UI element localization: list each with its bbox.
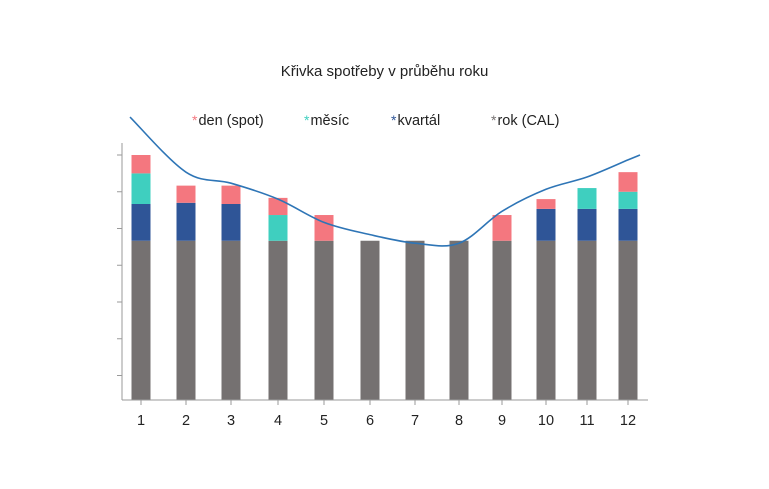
bar-rok-cal--3 <box>221 240 241 400</box>
x-tick-label-4: 4 <box>274 413 282 429</box>
legend-marker-rok-cal: * <box>491 112 497 128</box>
bar-den-spot--1 <box>131 155 151 174</box>
bar-rok-cal--4 <box>268 240 288 400</box>
bar-m-s-c-4 <box>268 215 288 241</box>
x-tick-label-5: 5 <box>320 413 328 429</box>
bar-den-spot--3 <box>221 185 241 204</box>
bar-kvart-l-11 <box>577 208 597 241</box>
bar-m-s-c-1 <box>131 173 151 204</box>
bar-den-spot--4 <box>268 197 288 216</box>
bar-rok-cal--11 <box>577 240 597 400</box>
bar-den-spot--10 <box>536 199 556 209</box>
legend-marker-kvartal: * <box>391 112 397 128</box>
x-tick-label-10: 10 <box>538 413 554 429</box>
x-tick-label-8: 8 <box>455 413 463 429</box>
x-tick-label-1: 1 <box>137 413 145 429</box>
bar-den-spot--5 <box>314 215 334 241</box>
bar-kvart-l-12 <box>618 208 638 241</box>
bar-kvart-l-3 <box>221 204 241 241</box>
bar-rok-cal--2 <box>176 240 196 400</box>
legend: *den (spot) *měsíc *kvartál *rok (CAL) <box>0 112 769 132</box>
bar-kvart-l-1 <box>131 204 151 241</box>
bar-den-spot--2 <box>176 185 196 203</box>
legend-marker-den-spot: * <box>192 112 198 128</box>
chart-title: Křivka spotřeby v průběhu roku <box>280 63 489 80</box>
legend-marker-mesic: * <box>304 112 310 128</box>
x-tick-label-11: 11 <box>579 413 594 429</box>
x-tick-label-2: 2 <box>182 413 190 429</box>
bar-rok-cal--8 <box>449 240 469 400</box>
x-tick-label-12: 12 <box>620 413 636 429</box>
legend-item-kvartal: *kvartál <box>391 112 440 129</box>
bar-m-s-c-12 <box>618 191 638 209</box>
x-tick-label-7: 7 <box>411 413 419 429</box>
bar-m-s-c-11 <box>577 188 597 209</box>
legend-label-mesic: měsíc <box>310 113 350 129</box>
legend-item-mesic: *měsíc <box>304 112 349 129</box>
bar-kvart-l-2 <box>176 202 196 241</box>
legend-label-kvartal: kvartál <box>397 113 441 129</box>
bar-rok-cal--1 <box>131 240 151 400</box>
bar-rok-cal--10 <box>536 240 556 400</box>
bar-kvart-l-10 <box>536 208 556 241</box>
legend-label-den-spot: den (spot) <box>198 113 264 129</box>
legend-item-rok-cal: *rok (CAL) <box>491 112 560 129</box>
legend-label-rok-cal: rok (CAL) <box>497 113 560 129</box>
bar-rok-cal--9 <box>492 240 512 400</box>
legend-item-den-spot: *den (spot) <box>192 112 264 129</box>
consumption-curve-line <box>129 116 641 247</box>
x-tick-label-3: 3 <box>227 413 235 429</box>
bar-rok-cal--7 <box>405 240 425 400</box>
bar-rok-cal--5 <box>314 240 334 400</box>
bar-den-spot--9 <box>492 215 512 241</box>
bar-rok-cal--12 <box>618 240 638 400</box>
x-tick-label-9: 9 <box>498 413 506 429</box>
x-tick-label-6: 6 <box>366 413 374 429</box>
bar-den-spot--12 <box>618 172 638 192</box>
bar-rok-cal--6 <box>360 240 380 400</box>
